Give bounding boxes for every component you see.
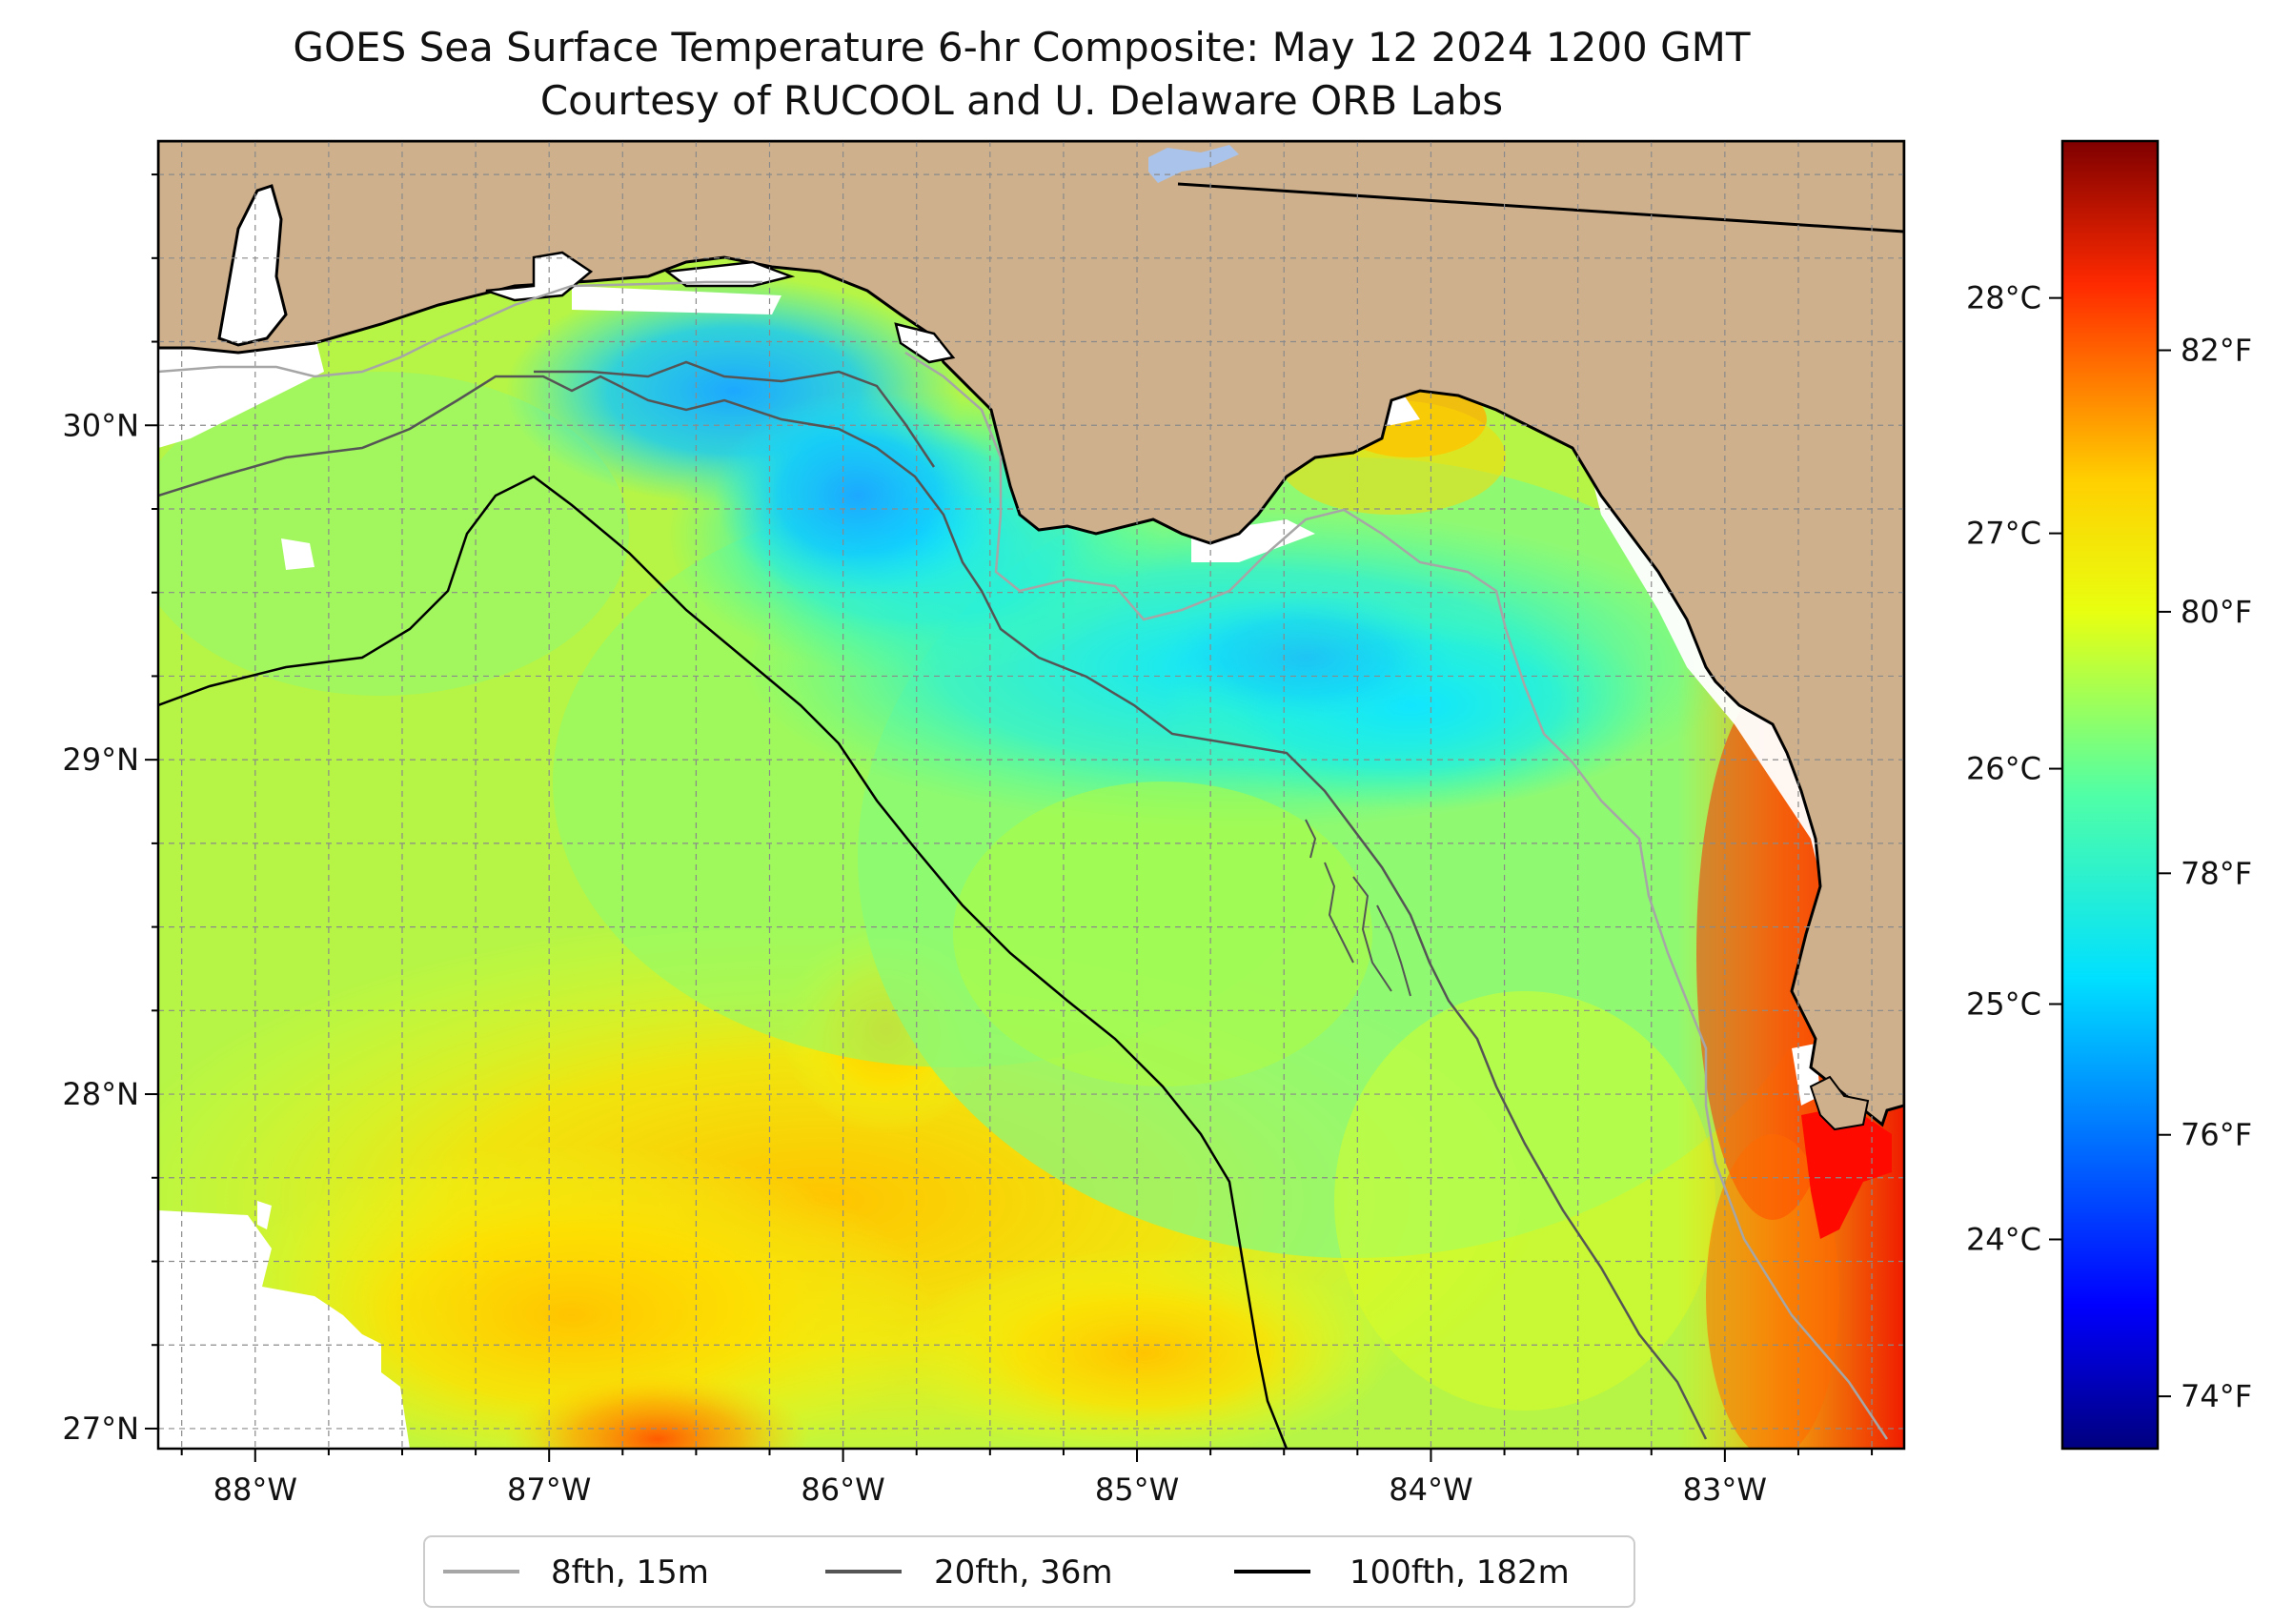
colorbar-fahrenheit-axis: 82°F 80°F 78°F 76°F 74°F — [2158, 333, 2252, 1414]
lat-tick-label: 28°N — [62, 1076, 139, 1112]
fahrenheit-tick-label: 78°F — [2181, 855, 2252, 891]
lon-tick-label: 86°W — [801, 1472, 884, 1508]
isobath-15m — [904, 351, 1889, 1440]
celsius-tick-label: 25°C — [1966, 986, 2041, 1023]
land-coast — [158, 141, 1904, 1127]
lake — [1148, 145, 1239, 183]
legend-item-15m: 8fth, 15m — [443, 1553, 709, 1592]
lon-tick-label: 87°W — [507, 1472, 591, 1508]
colorbar-celsius-axis: 28°C 27°C 26°C 25°C 24°C — [1966, 280, 2062, 1257]
isobath-36m — [158, 375, 1708, 1440]
celsius-tick-label: 27°C — [1966, 516, 2041, 552]
gridlines — [158, 141, 1904, 1449]
legend-label-182m: 100fth, 182m — [1349, 1553, 1570, 1592]
lon-tick-label: 88°W — [213, 1472, 297, 1508]
lon-tick-label: 83°W — [1683, 1472, 1767, 1508]
map-title: GOES Sea Surface Temperature 6-hr Compos… — [293, 24, 1750, 71]
fahrenheit-tick-label: 76°F — [2181, 1117, 2252, 1153]
longitude-axis: 88°W 87°W 86°W 85°W 84°W 83°W — [180, 1449, 1874, 1508]
fahrenheit-tick-label: 80°F — [2181, 594, 2252, 630]
map-subtitle: Courtesy of RUCOOL and U. Delaware ORB L… — [540, 77, 1503, 124]
map-frame — [156, 139, 1906, 1451]
fahrenheit-tick-label: 82°F — [2181, 333, 2252, 369]
celsius-tick-label: 28°C — [1966, 280, 2041, 316]
legend-item-182m: 100fth, 182m — [1234, 1553, 1570, 1592]
lat-tick-label: 27°N — [62, 1411, 139, 1447]
lat-tick-label: 30°N — [62, 407, 139, 443]
legend-box — [423, 1535, 1635, 1608]
colorbar-gradient — [2060, 139, 2160, 1451]
sst-field — [158, 276, 1904, 1449]
isobath-182m — [158, 475, 1289, 1449]
map-panel — [158, 141, 1904, 1449]
latitude-axis: 30°N 29°N 28°N 27°N — [62, 173, 158, 1447]
lon-tick-label: 84°W — [1389, 1472, 1472, 1508]
legend: 8fth, 15m 20fth, 36m 100fth, 182m — [423, 1535, 1635, 1608]
fahrenheit-tick-label: 74°F — [2181, 1378, 2252, 1414]
legend-item-36m: 20fth, 36m — [825, 1553, 1113, 1592]
lat-tick-label: 29°N — [62, 741, 139, 778]
legend-label-15m: 8fth, 15m — [551, 1553, 709, 1592]
colorbar: 28°C 27°C 26°C 25°C 24°C 82°F 80°F 78°F 76°F 74°… — [1966, 139, 2252, 1451]
isobath-15m-west — [158, 280, 762, 378]
celsius-tick-label: 24°C — [1966, 1221, 2041, 1257]
celsius-tick-label: 26°C — [1966, 751, 2041, 787]
land — [158, 141, 1904, 1131]
shoals — [1305, 819, 1411, 997]
lon-tick-label: 85°W — [1095, 1472, 1179, 1508]
legend-label-36m: 20fth, 36m — [934, 1553, 1113, 1592]
state-border — [1177, 182, 1904, 233]
